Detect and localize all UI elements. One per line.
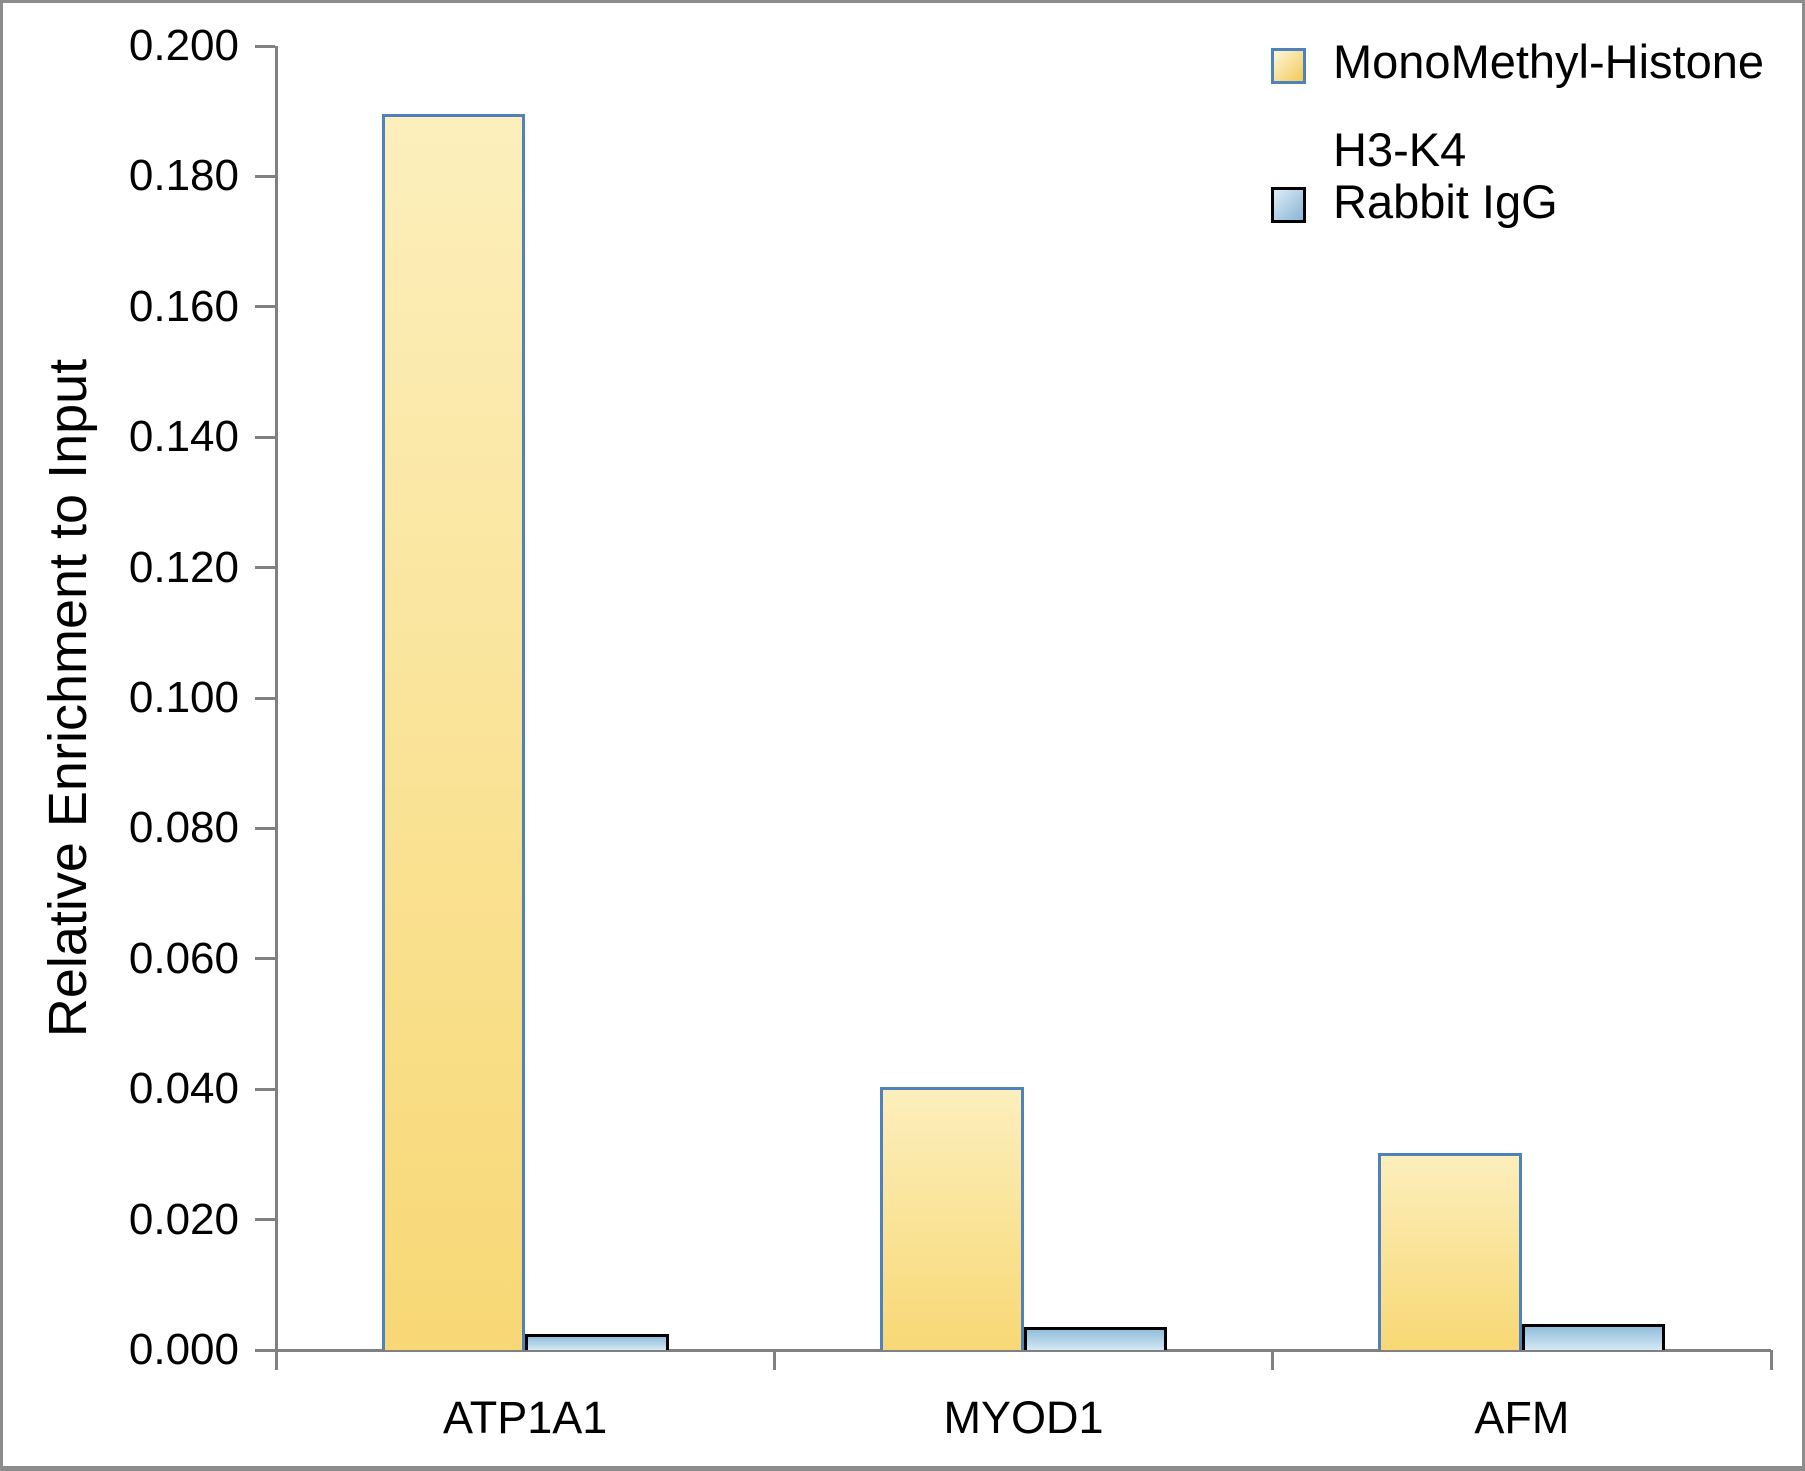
y-tick-label: 0.120 xyxy=(128,542,239,592)
y-tick-label: 0.080 xyxy=(128,803,239,853)
bar-rabbit-igg xyxy=(525,1334,669,1350)
legend-swatch-rabbit-igg xyxy=(1271,187,1306,223)
legend-label-line: H3-K4 xyxy=(1333,123,1467,176)
legend-label-line: Rabbit IgG xyxy=(1333,175,1558,228)
y-tick-label: 0.160 xyxy=(128,281,239,331)
x-category-label: MYOD1 xyxy=(943,1392,1104,1443)
y-tick-mark xyxy=(255,826,275,830)
legend-label: MonoMethyl-Histone H3-K4 xyxy=(1333,18,1764,194)
legend-label-line: MonoMethyl-Histone xyxy=(1333,35,1765,88)
y-tick-mark xyxy=(255,566,275,570)
legend-swatch-monomethyl-histone-h3-k4 xyxy=(1271,48,1306,84)
bar-monomethyl-histone-h3-k4 xyxy=(880,1087,1024,1350)
y-tick-mark xyxy=(255,435,275,439)
y-tick-label: 0.060 xyxy=(128,933,239,983)
y-tick-mark xyxy=(255,44,275,48)
x-axis-boundary-tick xyxy=(1769,1350,1773,1370)
bar-rabbit-igg xyxy=(1023,1327,1167,1350)
y-tick-mark xyxy=(255,174,275,178)
y-tick-label: 0.000 xyxy=(128,1325,239,1374)
legend-label: Rabbit IgG xyxy=(1333,158,1558,246)
y-tick-label: 0.040 xyxy=(128,1064,239,1114)
y-axis-title: Relative Enrichment to Input xyxy=(38,358,99,1038)
x-category-label: ATP1A1 xyxy=(443,1392,608,1443)
x-axis-boundary-tick xyxy=(772,1350,776,1370)
y-axis-line xyxy=(274,46,278,1370)
x-category-label: AFM xyxy=(1474,1392,1570,1443)
y-axis-title-area: Relative Enrichment to Input xyxy=(13,46,123,1350)
y-tick-label: 0.200 xyxy=(128,21,239,70)
y-tick-mark xyxy=(255,696,275,700)
x-axis-line xyxy=(273,1348,1771,1352)
y-tick-label: 0.020 xyxy=(128,1194,239,1244)
y-tick-mark xyxy=(255,957,275,961)
bar-monomethyl-histone-h3-k4 xyxy=(381,114,526,1350)
x-axis-boundary-tick xyxy=(1271,1350,1275,1370)
plot-area: 0.000 0.020 0.040 0.060 0.080 0.100 0.120 0.140… xyxy=(129,24,1773,1443)
y-tick-mark xyxy=(255,305,275,309)
bar-monomethyl-histone-h3-k4 xyxy=(1378,1153,1522,1350)
y-tick-label: 0.180 xyxy=(128,151,239,201)
y-tick-mark xyxy=(255,1087,275,1091)
y-tick-label: 0.100 xyxy=(128,673,239,722)
y-tick-label: 0.140 xyxy=(128,412,239,462)
bar-rabbit-igg xyxy=(1521,1324,1666,1350)
y-tick-mark xyxy=(255,1218,275,1222)
y-tick-mark xyxy=(255,1348,275,1352)
